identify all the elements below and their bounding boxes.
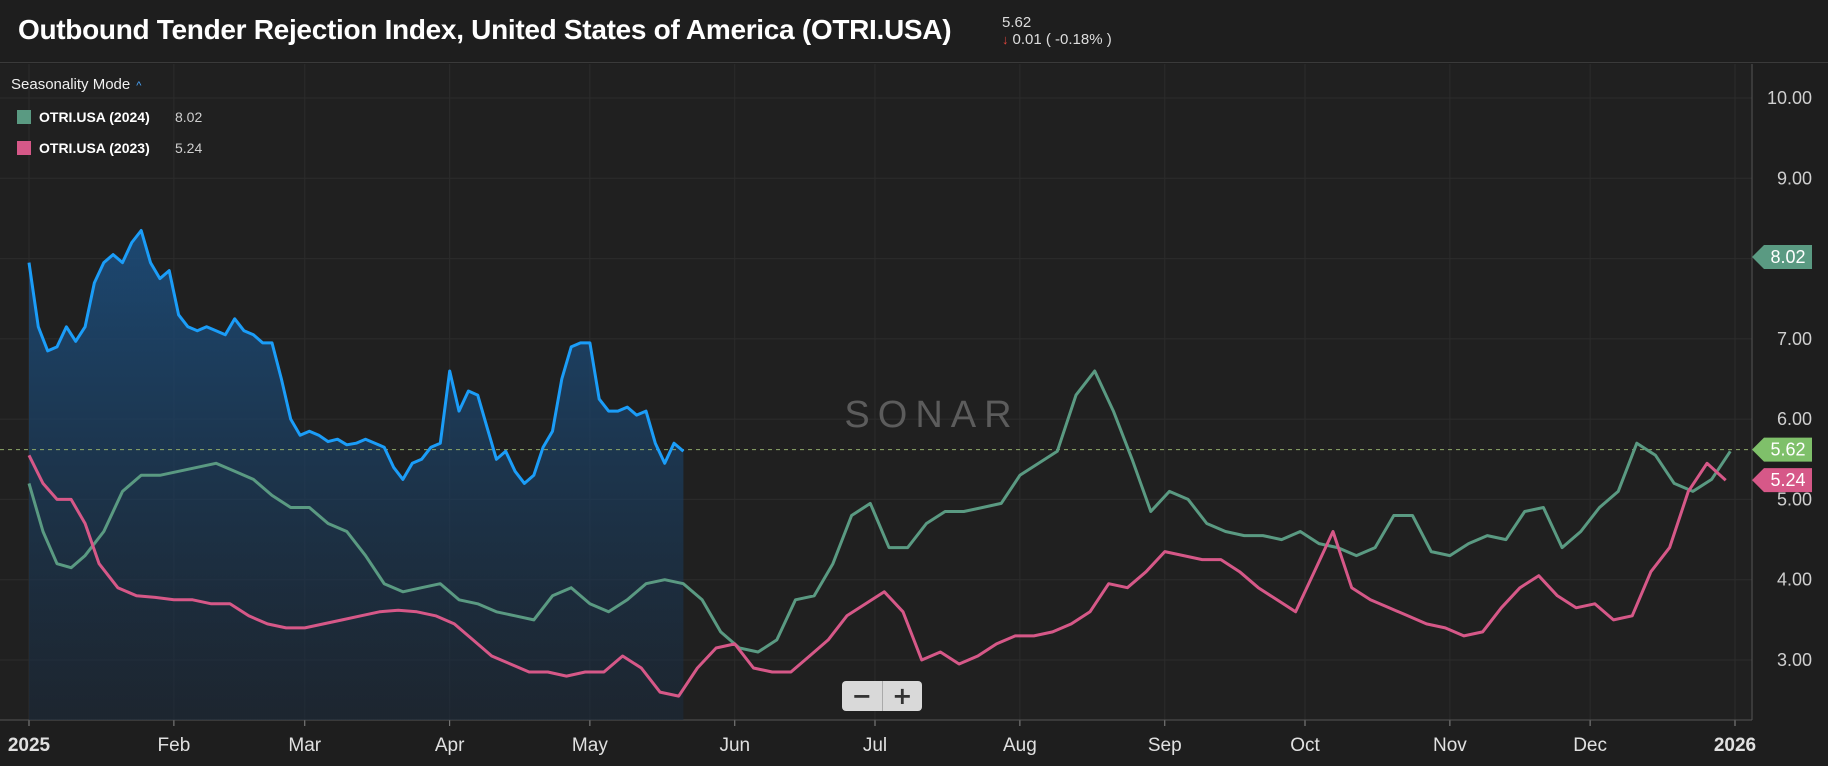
y-tick-label: 10.00 [1767, 88, 1812, 108]
y-tick-label: 4.00 [1777, 570, 1812, 590]
value-tag-5.62 [1752, 437, 1812, 462]
chart-title: Outbound Tender Rejection Index, United … [18, 14, 952, 45]
x-tick-label: Sep [1148, 735, 1182, 756]
series-line-s2024 [27, 369, 1732, 654]
series-line-current [27, 229, 685, 485]
legend-value-2024: 8.02 [175, 108, 203, 125]
chart-area[interactable]: 3.004.005.006.007.008.009.0010.002025Feb… [0, 63, 1828, 766]
value-tag-label: 8.02 [1770, 247, 1805, 267]
x-tick-label: Oct [1290, 735, 1320, 756]
x-tick-label: Jul [863, 735, 887, 756]
y-tick-label: 9.00 [1777, 168, 1812, 188]
series-current-area [29, 230, 684, 720]
x-tick-label: Apr [435, 735, 465, 756]
legend: Seasonality Mode ^ OTRI.USA (2024) 8.02 O… [11, 76, 202, 163]
zoom-controls: − + [842, 681, 922, 711]
x-tick-label: Aug [1003, 735, 1037, 756]
x-tick-label: May [572, 735, 608, 756]
x-tick-label: Jun [719, 735, 750, 756]
seasonality-mode-label: Seasonality Mode [11, 76, 131, 93]
watermark: SONAR [844, 394, 1019, 436]
legend-item-2024[interactable]: OTRI.USA (2024) 8.02 [11, 101, 202, 132]
zoom-out-button[interactable]: − [842, 681, 883, 711]
change-indicator: ↓ 0.01 ( -0.18% ) [1002, 31, 1112, 48]
x-tick-label: 2025 [8, 735, 51, 756]
series-line-s2023 [27, 454, 1727, 698]
chevron-up-icon: ^ [136, 80, 142, 92]
x-tick-label: Nov [1433, 735, 1467, 756]
legend-name-2023: OTRI.USA (2023) [39, 139, 150, 156]
down-arrow-icon: ↓ [1002, 32, 1009, 47]
legend-item-2023[interactable]: OTRI.USA (2023) 5.24 [11, 132, 202, 163]
value-tag-label: 5.24 [1770, 470, 1805, 490]
seasonality-mode-toggle[interactable]: Seasonality Mode ^ [11, 76, 202, 93]
y-tick-label: 3.00 [1777, 650, 1812, 670]
value-tag-label: 5.62 [1770, 440, 1805, 460]
x-tick-label: Mar [288, 735, 321, 756]
value-tag-8.02 [1752, 244, 1812, 269]
x-tick-label: 2026 [1714, 735, 1756, 756]
value-tag-5.24 [1752, 468, 1812, 493]
chart-header: Outbound Tender Rejection Index, United … [0, 0, 1828, 63]
zoom-in-button[interactable]: + [892, 682, 913, 710]
legend-name-2024: OTRI.USA (2024) [39, 108, 150, 125]
change-text: 0.01 ( -0.18% ) [1012, 31, 1112, 48]
y-tick-label: 5.00 [1777, 489, 1812, 509]
x-tick-label: Feb [158, 735, 191, 756]
y-tick-label: 6.00 [1777, 409, 1812, 429]
last-value: 5.62 [1002, 14, 1032, 31]
legend-swatch-2024 [17, 109, 31, 124]
y-tick-label: 7.00 [1777, 329, 1812, 349]
legend-swatch-2023 [17, 140, 31, 155]
legend-value-2023: 5.24 [175, 139, 203, 156]
x-tick-label: Dec [1573, 735, 1607, 756]
